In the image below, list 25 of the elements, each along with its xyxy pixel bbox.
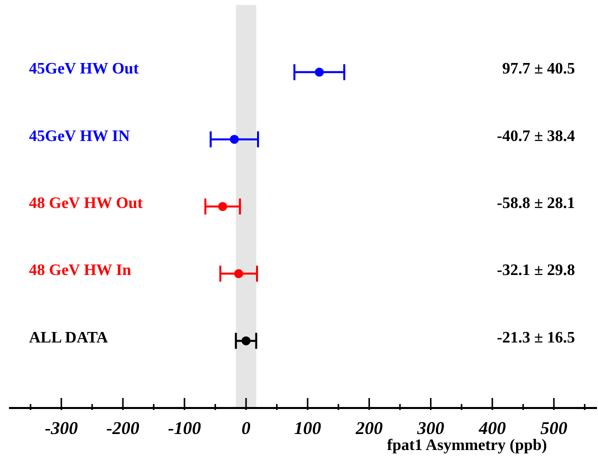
point xyxy=(314,68,324,77)
annotation: -32.1 ± 29.8 xyxy=(496,262,575,280)
x-tick-label: 400 xyxy=(478,418,506,438)
y-tick-label: ALL DATA xyxy=(29,329,108,346)
y-tick-label: 45GeV HW IN xyxy=(29,128,130,145)
annotation: -21.3 ± 16.5 xyxy=(496,329,575,346)
point xyxy=(218,202,228,212)
point xyxy=(234,269,244,278)
x-tick-label: -300 xyxy=(44,418,78,438)
y-tick-label: 45GeV HW Out xyxy=(29,60,140,78)
x-tick-label: 200 xyxy=(354,418,383,438)
x-tick-label: -100 xyxy=(168,418,201,438)
annotation: -58.8 ± 28.1 xyxy=(496,194,575,212)
y-tick-label: 48 GeV HW In xyxy=(29,262,132,280)
point xyxy=(230,134,239,144)
x-tick-label: 300 xyxy=(416,418,444,438)
x-axis-title: fpat1 Asymmetry (ppb) xyxy=(387,437,547,454)
y-tick-label: 48 GeV HW Out xyxy=(29,194,144,212)
x-tick-label: 500 xyxy=(540,418,568,438)
x-tick-label: 0 xyxy=(242,418,251,438)
point xyxy=(242,336,251,346)
annotation: -40.7 ± 38.4 xyxy=(496,128,575,145)
x-tick-label: -200 xyxy=(106,418,140,438)
x-tick-label: 100 xyxy=(294,418,322,438)
annotation: 97.7 ± 40.5 xyxy=(502,60,575,78)
